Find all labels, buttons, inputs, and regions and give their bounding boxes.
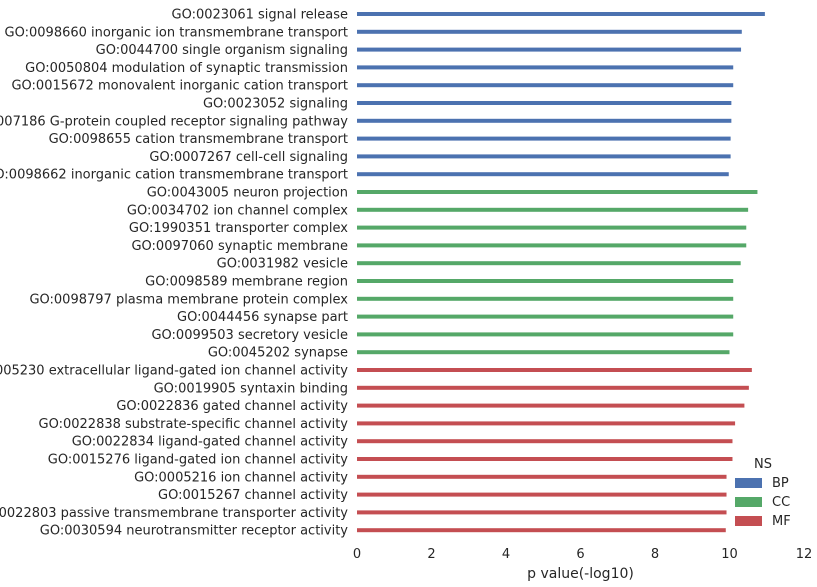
legend-label: BP bbox=[772, 476, 789, 491]
bar-cc bbox=[357, 225, 747, 230]
legend-swatch bbox=[735, 516, 762, 526]
category-label: GO:0022836 gated channel activity bbox=[116, 399, 348, 414]
bar-mf bbox=[357, 439, 733, 444]
category-label: GO:0023052 signaling bbox=[203, 97, 348, 112]
category-label: GO:0005216 ion channel activity bbox=[134, 470, 348, 485]
bar-cc bbox=[357, 350, 730, 355]
category-label: GO:0007186 G-protein coupled receptor si… bbox=[0, 114, 348, 129]
x-tick-label: 0 bbox=[353, 547, 361, 562]
bar-mf bbox=[357, 385, 749, 390]
category-label: GO:0022803 passive transmembrane transpo… bbox=[0, 506, 348, 521]
category-label: GO:0031982 vesicle bbox=[217, 257, 348, 272]
legend-swatch bbox=[735, 478, 762, 488]
bar-cc bbox=[357, 207, 749, 212]
category-label: GO:0030594 neurotransmitter receptor act… bbox=[40, 524, 349, 539]
category-label: GO:0043005 neuron projection bbox=[147, 186, 348, 201]
bar-mf bbox=[357, 457, 733, 461]
category-label: GO:0019905 syntaxin binding bbox=[154, 381, 348, 396]
bar-cc bbox=[357, 190, 758, 194]
bar-mf bbox=[357, 368, 752, 372]
category-label: GO:0023061 signal release bbox=[172, 8, 348, 23]
x-tick-label: 10 bbox=[721, 547, 738, 562]
category-label: GO:0044700 single organism signaling bbox=[96, 43, 348, 58]
category-labels: GO:0023061 signal release GO:0098660 inor… bbox=[0, 8, 348, 539]
x-axis-ticks: 0 2 4 6 8 10 12 bbox=[353, 547, 812, 562]
bar-cc bbox=[357, 243, 747, 248]
legend-swatch bbox=[735, 497, 762, 507]
category-label: GO:0098589 membrane region bbox=[145, 275, 348, 290]
category-label: GO:0044456 synapse part bbox=[177, 310, 348, 325]
category-label: GO:0098662 inorganic cation transmembran… bbox=[0, 168, 348, 183]
category-label: GO:0007267 cell-cell signaling bbox=[149, 150, 348, 165]
x-tick-label: 6 bbox=[576, 547, 584, 562]
category-label: GO:0097060 synaptic membrane bbox=[131, 239, 348, 254]
category-label: GO:0015672 monovalent inorganic cation t… bbox=[11, 79, 348, 94]
bar-bp bbox=[357, 154, 731, 159]
bar-bp bbox=[357, 29, 742, 34]
bar-cc bbox=[357, 314, 734, 319]
bar-mf bbox=[357, 421, 736, 426]
category-label: GO:0005230 extracellular ligand-gated io… bbox=[0, 364, 348, 379]
bar-bp bbox=[357, 83, 734, 88]
bar-cc bbox=[357, 279, 734, 283]
bar-bp bbox=[357, 136, 731, 141]
category-label: GO:0045202 synapse bbox=[208, 346, 348, 361]
bar-bp bbox=[357, 118, 732, 123]
legend-label: CC bbox=[772, 495, 790, 510]
bar-mf bbox=[357, 510, 727, 515]
bar-mf bbox=[357, 403, 745, 408]
category-label: GO:0098655 cation transmembrane transpor… bbox=[49, 132, 348, 147]
category-label: GO:0098660 inorganic ion transmembrane t… bbox=[5, 25, 348, 40]
legend-label: MF bbox=[772, 514, 791, 529]
category-label: GO:0022834 ligand-gated channel activity bbox=[72, 435, 349, 450]
bar-bp bbox=[357, 172, 729, 177]
bar-cc bbox=[357, 261, 741, 266]
bar-bp bbox=[357, 65, 734, 70]
category-label: GO:0022838 substrate-specific channel ac… bbox=[39, 417, 349, 432]
bar-bp bbox=[357, 12, 765, 16]
bar-bp bbox=[357, 101, 732, 105]
bar-bp bbox=[357, 47, 742, 52]
bars bbox=[357, 12, 765, 533]
legend: NS BP CC MF bbox=[735, 457, 791, 529]
category-label: GO:0034702 ion channel complex bbox=[127, 203, 348, 218]
bar-cc bbox=[357, 296, 734, 301]
x-tick-label: 2 bbox=[427, 547, 435, 562]
category-label: GO:0015276 ligand-gated ion channel acti… bbox=[48, 453, 349, 468]
category-label: GO:1990351 transporter complex bbox=[129, 221, 348, 236]
category-label: GO:0099503 secretory vesicle bbox=[151, 328, 348, 343]
category-label: GO:0015267 channel activity bbox=[158, 488, 348, 503]
bar-mf bbox=[357, 474, 727, 479]
bar-mf bbox=[357, 492, 727, 497]
x-tick-label: 12 bbox=[796, 547, 813, 562]
category-label: GO:0050804 modulation of synaptic transm… bbox=[25, 61, 348, 76]
x-tick-label: 8 bbox=[651, 547, 659, 562]
legend-items: BP CC MF bbox=[735, 476, 791, 529]
category-label: GO:0098797 plasma membrane protein compl… bbox=[29, 292, 348, 307]
legend-title: NS bbox=[754, 457, 772, 472]
bar-cc bbox=[357, 332, 734, 337]
x-tick-label: 4 bbox=[502, 547, 510, 562]
x-axis-label: p value(-log10) bbox=[527, 566, 634, 582]
bar-mf bbox=[357, 528, 726, 533]
